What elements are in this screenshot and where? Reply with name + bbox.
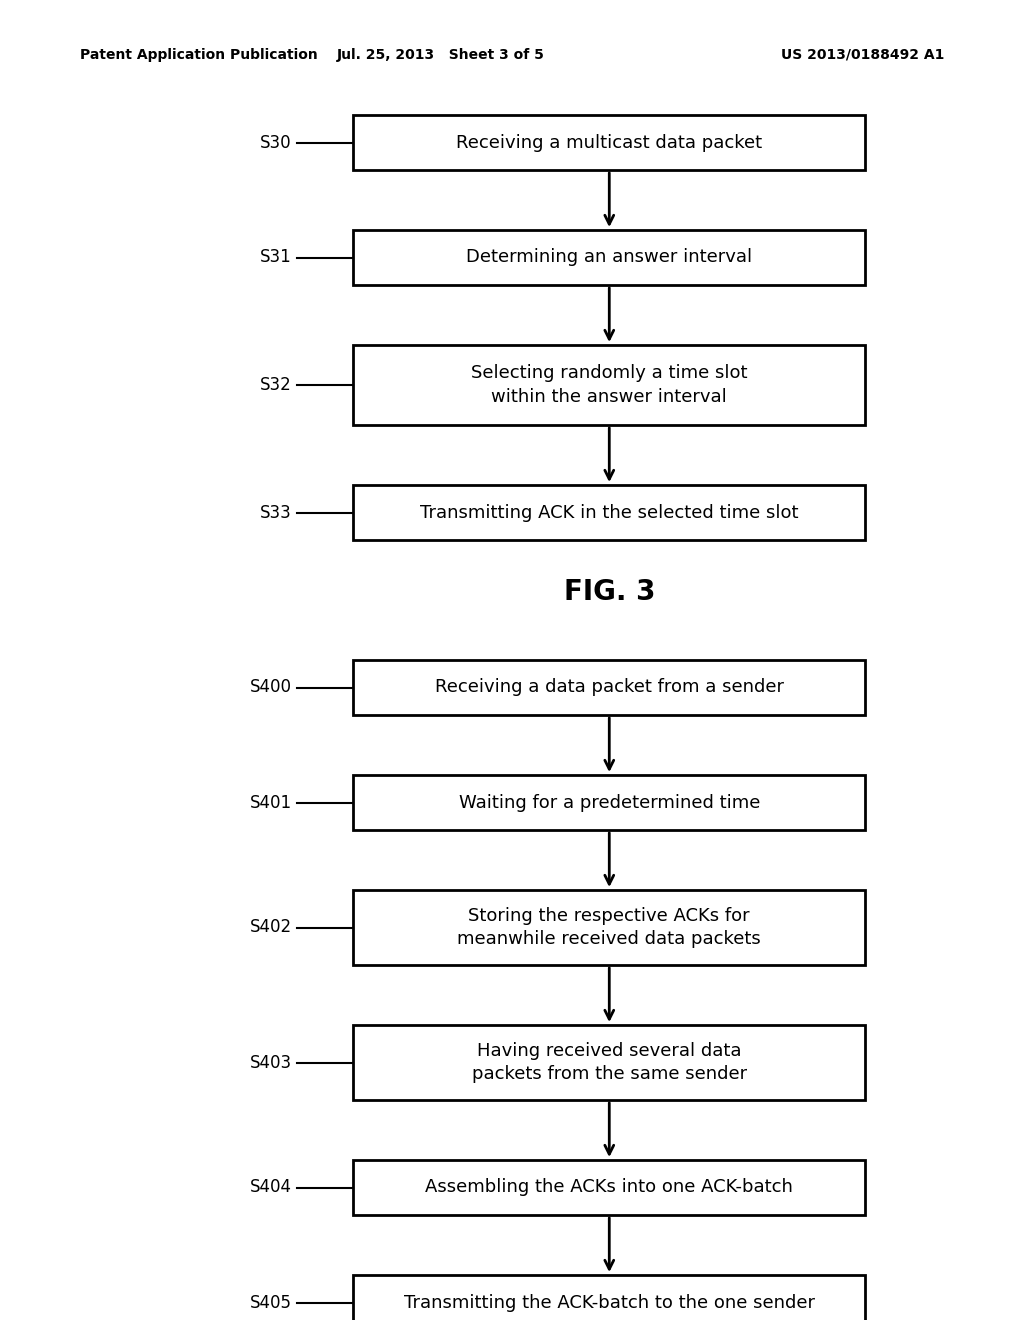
Text: Patent Application Publication: Patent Application Publication xyxy=(80,48,317,62)
Text: S31: S31 xyxy=(260,248,292,267)
Text: S403: S403 xyxy=(250,1053,292,1072)
Text: S405: S405 xyxy=(250,1294,292,1312)
Text: Having received several data
packets from the same sender: Having received several data packets fro… xyxy=(472,1041,746,1084)
Text: Selecting randomly a time slot
within the answer interval: Selecting randomly a time slot within th… xyxy=(471,364,748,405)
FancyBboxPatch shape xyxy=(353,775,865,830)
Text: Waiting for a predetermined time: Waiting for a predetermined time xyxy=(459,793,760,812)
FancyBboxPatch shape xyxy=(353,115,865,170)
FancyBboxPatch shape xyxy=(353,1275,865,1320)
Text: S401: S401 xyxy=(250,793,292,812)
Text: Storing the respective ACKs for
meanwhile received data packets: Storing the respective ACKs for meanwhil… xyxy=(458,907,761,948)
Text: S400: S400 xyxy=(250,678,292,697)
Text: Transmitting the ACK-batch to the one sender: Transmitting the ACK-batch to the one se… xyxy=(403,1294,815,1312)
Text: Transmitting ACK in the selected time slot: Transmitting ACK in the selected time sl… xyxy=(420,503,799,521)
Text: Assembling the ACKs into one ACK-batch: Assembling the ACKs into one ACK-batch xyxy=(425,1179,794,1196)
Text: S32: S32 xyxy=(260,376,292,393)
FancyBboxPatch shape xyxy=(353,1160,865,1214)
Text: FIG. 3: FIG. 3 xyxy=(563,578,655,606)
Text: S402: S402 xyxy=(250,919,292,936)
FancyBboxPatch shape xyxy=(353,660,865,715)
Text: Receiving a multicast data packet: Receiving a multicast data packet xyxy=(457,133,762,152)
FancyBboxPatch shape xyxy=(353,1026,865,1100)
Text: US 2013/0188492 A1: US 2013/0188492 A1 xyxy=(780,48,944,62)
Text: Determining an answer interval: Determining an answer interval xyxy=(466,248,753,267)
FancyBboxPatch shape xyxy=(353,484,865,540)
FancyBboxPatch shape xyxy=(353,230,865,285)
FancyBboxPatch shape xyxy=(353,345,865,425)
FancyBboxPatch shape xyxy=(353,890,865,965)
Text: Receiving a data packet from a sender: Receiving a data packet from a sender xyxy=(435,678,783,697)
Text: S404: S404 xyxy=(250,1179,292,1196)
Text: S33: S33 xyxy=(260,503,292,521)
Text: S30: S30 xyxy=(260,133,292,152)
Text: Jul. 25, 2013   Sheet 3 of 5: Jul. 25, 2013 Sheet 3 of 5 xyxy=(336,48,545,62)
